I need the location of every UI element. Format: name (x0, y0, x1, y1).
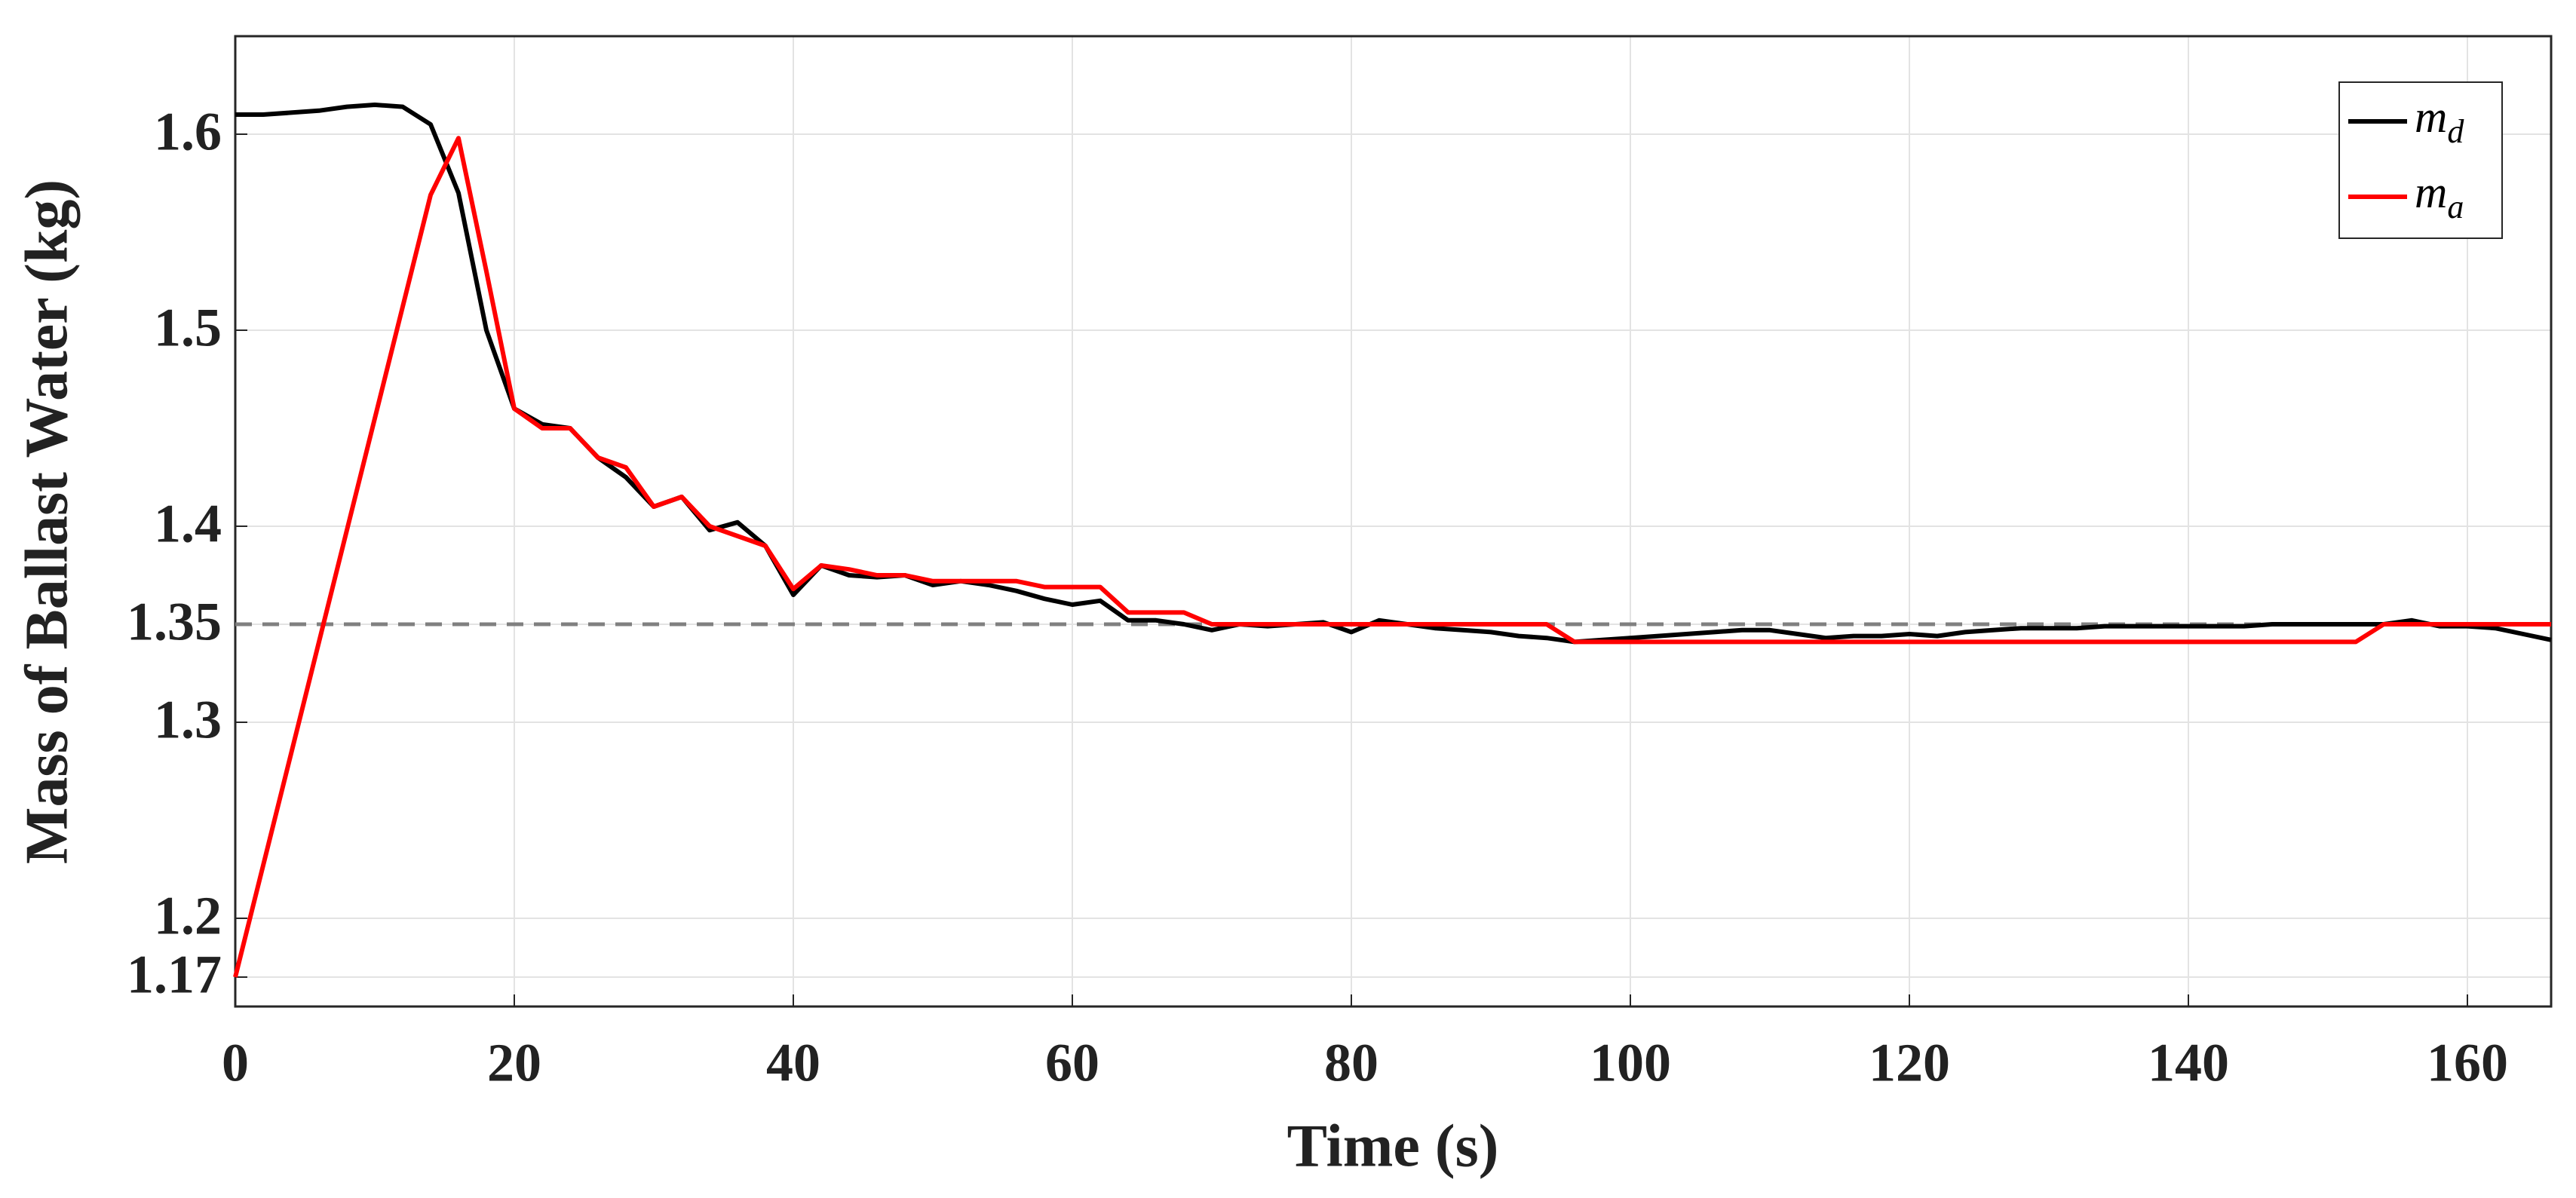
legend-name: m (2415, 92, 2447, 142)
x-axis-title: Time (s) (1287, 1113, 1499, 1179)
legend-subscript: a (2447, 188, 2464, 225)
y-tick-label: 1.17 (127, 945, 222, 1005)
y-tick-label: 1.6 (154, 102, 222, 162)
axes-box (234, 35, 2553, 1008)
x-tick-label: 80 (1324, 1033, 1378, 1093)
legend-label: ma (2415, 167, 2464, 225)
x-tick-label: 60 (1045, 1033, 1099, 1093)
legend-label: md (2415, 92, 2464, 150)
y-tick-label: 1.3 (154, 690, 222, 750)
x-tick-label: 140 (2148, 1033, 2229, 1093)
y-tick-label: 1.5 (154, 298, 222, 358)
x-tick-label: 0 (222, 1033, 249, 1093)
x-tick-label: 100 (1590, 1033, 1671, 1093)
data-line (233, 136, 2551, 978)
x-tick-label: 40 (766, 1033, 820, 1093)
legend-subscript: d (2447, 113, 2464, 150)
y-tick-label: 1.35 (127, 592, 222, 652)
x-tick-label: 160 (2427, 1033, 2508, 1093)
legend-box (2338, 81, 2503, 239)
x-tick-label: 20 (487, 1033, 541, 1093)
y-tick-label: 1.2 (154, 886, 222, 946)
x-tick-label: 120 (1869, 1033, 1950, 1093)
legend-name: m (2415, 167, 2447, 217)
y-axis-title: Mass of Ballast Water (kg) (14, 179, 80, 864)
y-tick-label: 1.4 (154, 494, 222, 554)
